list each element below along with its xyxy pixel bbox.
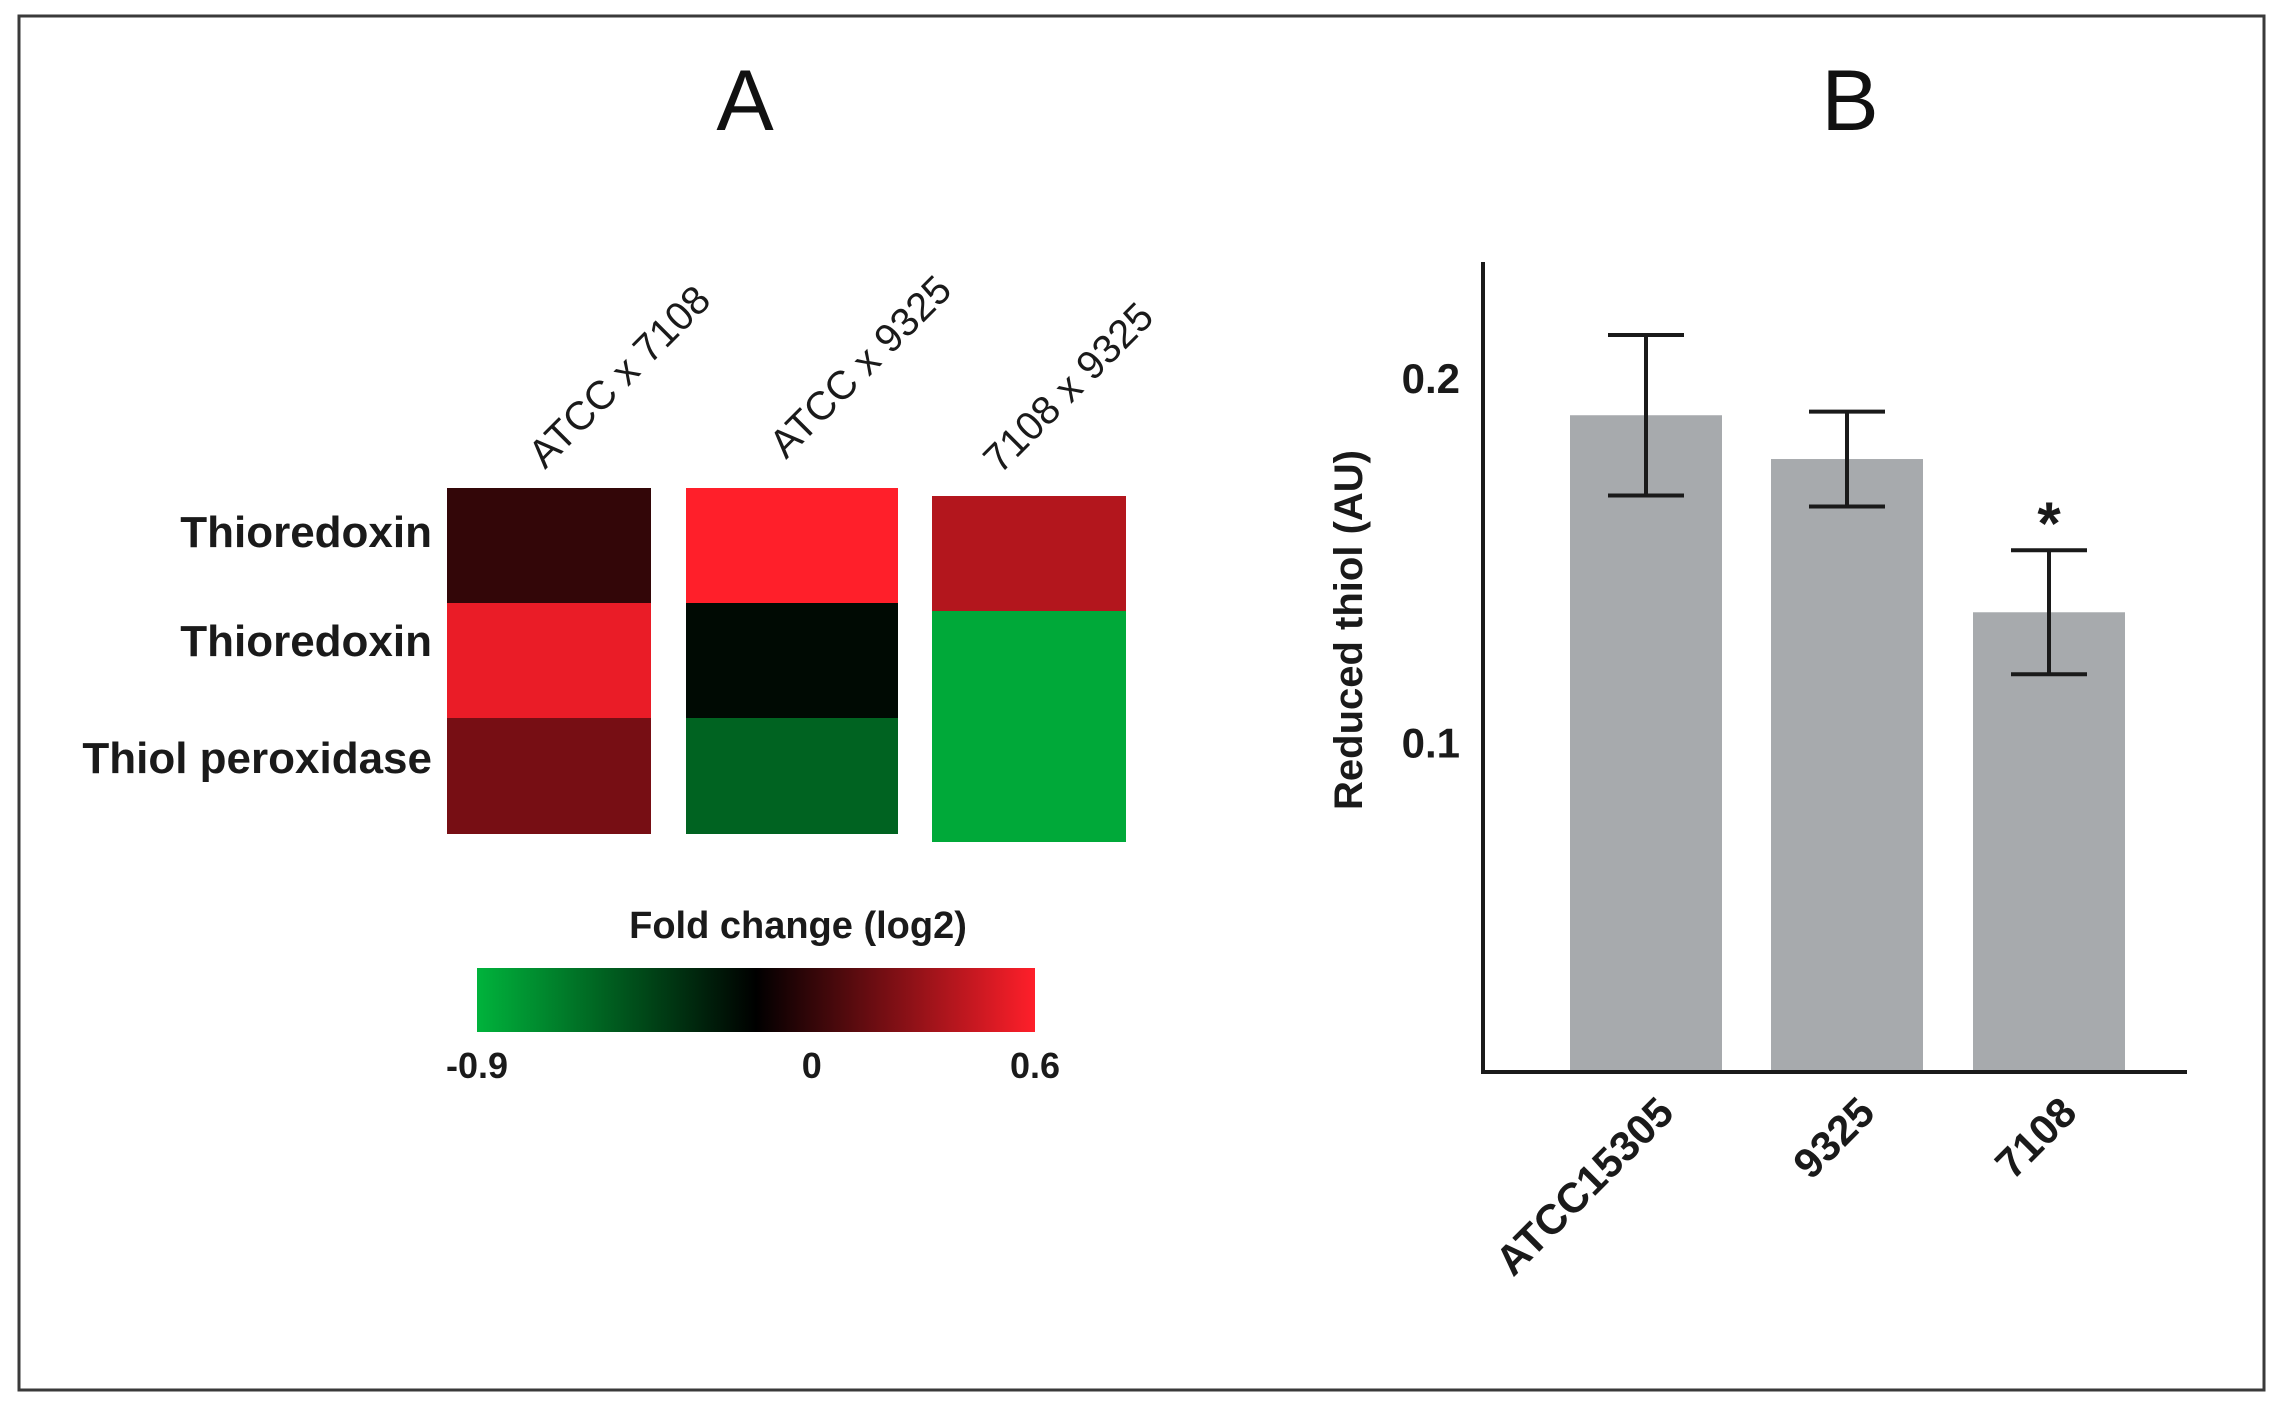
x-tick-label: 7108 (1986, 1088, 2085, 1187)
y-tick-label: 0.2 (1402, 355, 1460, 402)
heatmap-cell (686, 718, 898, 834)
significance-asterisk: * (2037, 490, 2061, 557)
colorbar (477, 968, 1035, 1032)
figure-border (17, 14, 2266, 1392)
heatmap-cell (932, 726, 1126, 842)
colorbar-tick-label: -0.9 (446, 1045, 508, 1086)
y-tick-label: 0.1 (1402, 720, 1460, 767)
error-bars (1608, 332, 2087, 677)
bar (1973, 612, 2125, 1072)
heatmap-column-labels: ATCC x 7108 ATCC x 9325 7108 x 9325 (520, 268, 1162, 482)
y-axis-label: Reduced thiol (AU) (1327, 450, 1371, 810)
heatmap-cell (447, 488, 651, 604)
bar-chart-panel: B Reduced thiol (AU) * 0.1 0.2 ATCC15305 9… (1327, 53, 2187, 1284)
x-tick-label: 9325 (1784, 1088, 1883, 1187)
heatmap-cell (686, 488, 898, 604)
heatmap-cell (932, 611, 1126, 727)
x-axis-ticks: ATCC15305 9325 7108 (1486, 1088, 2085, 1284)
heatmap-panel: A ATCC x 7108 ATCC x 9325 7108 x 9325 Thio… (82, 53, 1162, 1086)
heatmap-cell (447, 603, 651, 719)
bar (1570, 415, 1722, 1072)
panel-a-letter: A (716, 53, 774, 149)
bars (1570, 415, 2125, 1072)
y-axis-ticks: 0.1 0.2 (1402, 355, 1460, 767)
colorbar-tick-labels: -0.9 0 0.6 (446, 1045, 1060, 1086)
heatmap-cells (447, 488, 1126, 842)
heatmap-column-label: ATCC x 9325 (761, 268, 960, 467)
significance-markers: * (2037, 490, 2061, 557)
heatmap-row-label: Thioredoxin (180, 508, 432, 557)
x-tick-label: ATCC15305 (1486, 1088, 1682, 1284)
heatmap-row-label: Thiol peroxidase (82, 734, 432, 783)
heatmap-column-label: ATCC x 7108 (520, 278, 719, 477)
colorbar-tick-label: 0.6 (1010, 1045, 1060, 1086)
colorbar-title: Fold change (log2) (629, 905, 967, 947)
heatmap-column-label: 7108 x 9325 (975, 295, 1162, 482)
colorbar-tick-label: 0 (802, 1045, 822, 1086)
bar (1771, 459, 1923, 1072)
heatmap-cell (932, 496, 1126, 612)
panel-b-letter: B (1821, 53, 1878, 149)
heatmap-cell (447, 718, 651, 834)
heatmap-row-label: Thioredoxin (180, 617, 432, 666)
heatmap-row-labels: Thioredoxin Thioredoxin Thiol peroxidase (82, 508, 432, 783)
heatmap-cell (686, 603, 898, 719)
